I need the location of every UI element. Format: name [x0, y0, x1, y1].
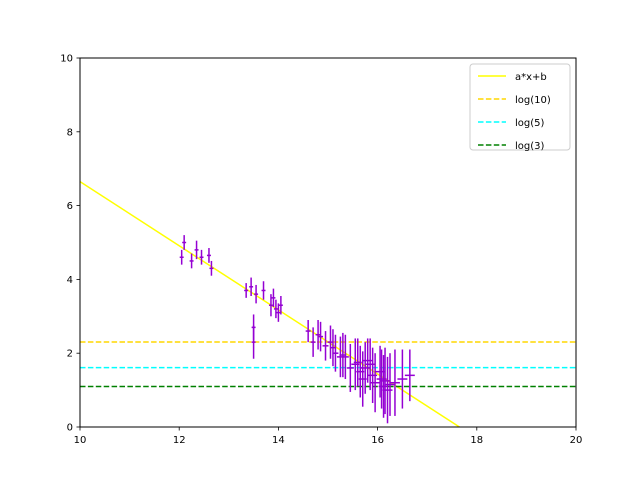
data-point [273, 299, 278, 319]
data-point [332, 334, 339, 372]
data-point [189, 253, 194, 269]
data-point [370, 353, 381, 413]
data-point [341, 334, 349, 380]
axes-frame [79, 57, 577, 428]
x-tick-label: 16 [371, 435, 384, 446]
data-point [254, 284, 259, 304]
data-point [249, 277, 254, 297]
data-point [382, 356, 393, 424]
y-axis: 0 2 4 6 8 10 [60, 54, 80, 434]
data-point [390, 349, 400, 416]
points-layer [179, 235, 415, 424]
data-point [244, 283, 249, 298]
data-point [261, 281, 266, 300]
y-tick-label: 2 [67, 349, 73, 360]
y-tick: 6 [67, 201, 80, 212]
x-tick: 14 [272, 427, 285, 446]
x-tick-label: 12 [173, 435, 186, 446]
y-tick: 8 [67, 127, 80, 138]
data-point [315, 319, 321, 350]
y-tick-label: 6 [67, 201, 73, 212]
legend-entry: log(10) [478, 95, 551, 106]
legend-entry: log(3) [478, 141, 545, 152]
data-point [385, 353, 395, 416]
data-point [209, 260, 214, 276]
x-tick-label: 18 [470, 435, 483, 446]
data-point [404, 349, 415, 402]
y-tick-label: 4 [67, 275, 73, 286]
data-point [276, 303, 281, 322]
data-point [318, 321, 324, 352]
y-tick: 2 [67, 349, 80, 360]
data-point [179, 249, 184, 265]
x-tick-label: 20 [570, 435, 583, 446]
x-tick: 16 [371, 427, 384, 446]
legend: a*x+b log(10) log(5) log(3) [469, 63, 571, 152]
legend-box [469, 63, 571, 151]
legend-label: log(10) [515, 95, 551, 106]
data-point [199, 249, 204, 265]
legend-entry: a*x+b [478, 72, 547, 83]
y-tick: 4 [67, 275, 80, 286]
y-tick-label: 10 [60, 54, 73, 65]
x-tick-label: 10 [74, 435, 87, 446]
data-point [194, 240, 199, 260]
x-tick: 20 [570, 427, 583, 446]
data-point [380, 347, 390, 415]
data-point [251, 325, 256, 359]
x-axis: 10 12 14 16 18 20 [74, 427, 583, 446]
y-tick: 0 [67, 423, 80, 434]
data-point [271, 288, 276, 308]
data-point [182, 235, 187, 250]
data-point [305, 319, 311, 343]
y-tick: 10 [60, 54, 80, 65]
data-point [397, 349, 408, 409]
legend-entry: log(5) [478, 118, 545, 129]
legend-label: log(3) [515, 141, 545, 152]
data-point [322, 331, 329, 361]
y-tick-label: 0 [67, 423, 73, 434]
x-tick: 18 [470, 427, 483, 446]
legend-label: log(5) [515, 118, 545, 129]
x-tick: 12 [173, 427, 186, 446]
data-point [278, 296, 283, 315]
x-tick-label: 14 [272, 435, 285, 446]
data-point [346, 343, 354, 392]
data-point [310, 327, 316, 357]
x-tick: 10 [74, 427, 87, 446]
y-tick-label: 8 [67, 127, 73, 138]
legend-label: a*x+b [515, 72, 547, 83]
data-point [268, 294, 273, 317]
data-point [206, 248, 211, 263]
